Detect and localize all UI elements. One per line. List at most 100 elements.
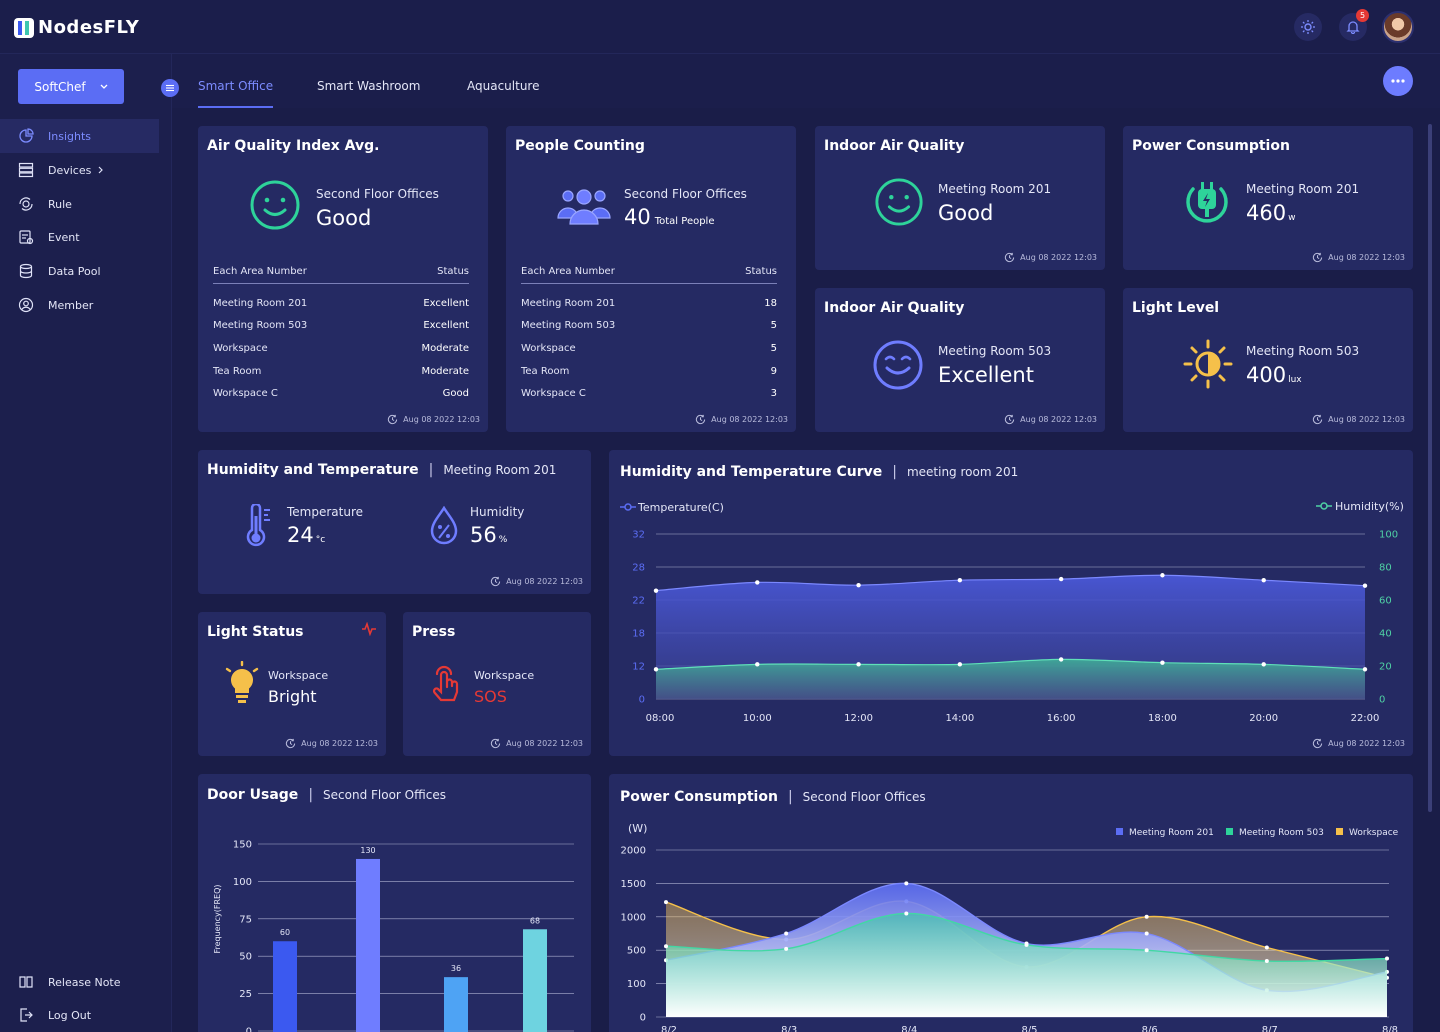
temperature-point [1058, 576, 1064, 582]
humidity-point [1362, 667, 1368, 672]
menu-collapse-icon[interactable] [161, 79, 179, 97]
brand-logo[interactable]: NodesFLY [14, 17, 139, 38]
legend-swatch [1226, 828, 1233, 835]
legend-temperature-label: Temperature(C) [637, 501, 724, 514]
x-tick-label: 8/6 [1142, 1025, 1158, 1032]
area-label: Meeting Room 201 [938, 182, 1052, 196]
legend-humidity-dot [1320, 502, 1328, 510]
timestamp: Aug 08 2022 12:03 [1004, 252, 1097, 263]
tab-smart-washroom[interactable]: Smart Washroom [317, 79, 421, 93]
power-point [784, 946, 789, 951]
x-tick-label: 10:00 [743, 713, 772, 724]
x-tick-label: 12:00 [844, 713, 873, 724]
chevron-down-icon [100, 84, 108, 89]
table-row: Meeting Room 201 18 [521, 297, 777, 309]
aqi-value: Good [316, 206, 372, 230]
temperature-point [1362, 583, 1368, 588]
tab-bar: Smart Office Smart Washroom Aquaculture [161, 54, 1440, 108]
tab-smart-office[interactable]: Smart Office [198, 79, 274, 108]
smile-face-icon [250, 180, 300, 230]
timestamp: Aug 08 2022 12:03 [1312, 252, 1405, 263]
sidebar-item-label: Devices [48, 163, 92, 177]
humidity-point [856, 662, 861, 667]
sidebar-item-devices[interactable]: Devices [0, 153, 159, 187]
area-label: Second Floor Offices [316, 187, 439, 201]
timestamp: Aug 08 2022 12:03 [490, 576, 583, 587]
people-group-icon [557, 189, 611, 225]
sidebar-item-label: Rule [48, 197, 72, 211]
power-point [664, 944, 668, 949]
press-hand-icon [432, 665, 459, 702]
page-scrollbar[interactable] [1428, 124, 1432, 812]
sidebar-item-data-pool[interactable]: Data Pool [0, 254, 159, 288]
y-axis-label: Frequency(FREQ) [213, 884, 222, 953]
card-title: Air Quality Index Avg. [207, 138, 380, 154]
x-tick-label: 14:00 [945, 713, 974, 724]
legend-temperature-dot [624, 503, 632, 511]
sidebar-item-event[interactable]: Event [0, 220, 159, 254]
x-tick-label: 8/8 [1382, 1025, 1398, 1032]
x-tick-label: 8/2 [661, 1025, 677, 1032]
y-tick-label: 0 [246, 1027, 252, 1032]
card-indoor-air-quality-201: Indoor Air Quality Meeting Room 201 Good… [815, 126, 1105, 270]
thermometer-icon [246, 504, 270, 547]
humidity-value: 56% [470, 523, 508, 547]
y-tick-label: 2000 [621, 846, 646, 857]
y-left-tick-label: 0 [639, 695, 645, 706]
legend-humidity-label: Humidity(%) [1335, 500, 1404, 513]
bar-value-label: 68 [530, 916, 540, 925]
bell-icon [1346, 21, 1360, 34]
humidity-point [957, 662, 963, 667]
area-label: Meeting Room 201 [1246, 182, 1360, 196]
area-label: Second Floor Offices [624, 187, 747, 201]
sidebar-item-log-out[interactable]: Log Out [0, 998, 159, 1032]
laughing-face-icon [873, 340, 923, 390]
power-area-1 [666, 913, 1387, 1017]
card-power-consumption-201: Power Consumption Meeting Room 201 460 w … [1123, 126, 1413, 270]
tab-aquaculture[interactable]: Aquaculture [467, 79, 540, 93]
card-humidity-temperature: Humidity and Temperature | Meeting Room 20… [198, 450, 591, 594]
refresh-clock-icon [491, 576, 501, 587]
temperature-point [1261, 578, 1266, 583]
theme-toggle-button[interactable] [1294, 13, 1322, 41]
table-row: Workspace C Good [213, 388, 469, 400]
y-tick-label: 100 [627, 979, 646, 990]
light-level-value: 400 lux [1246, 363, 1302, 387]
light-status-value: Bright [268, 687, 317, 706]
y-axis-unit-label: (W) [628, 822, 647, 835]
sidebar-item-label: Insights [48, 129, 92, 143]
people-count: 40 Total People [624, 205, 715, 229]
sidebar-item-rule[interactable]: Rule [0, 187, 159, 221]
chevron-right-icon [98, 166, 104, 174]
temperature-point [856, 582, 861, 588]
power-point [1385, 956, 1389, 961]
workspace-selector[interactable]: SoftChef [18, 69, 124, 104]
refresh-clock-icon [696, 414, 706, 425]
card-title: Indoor Air Quality [824, 300, 965, 316]
table-row: Tea Room Moderate [213, 365, 469, 377]
table-row: Meeting Room 201 Excellent [213, 297, 469, 309]
card-humidity-temperature-curve: Humidity and Temperature Curve | meeting r… [609, 450, 1413, 756]
air-quality-value: Excellent [938, 363, 1034, 387]
sidebar: SoftChef Insights Devices Rule Event Dat… [0, 54, 172, 1032]
card-title: Humidity and Temperature Curve | meeting r… [620, 464, 1019, 480]
power-plug-icon [1186, 182, 1228, 223]
card-title: People Counting [515, 138, 645, 154]
refresh-clock-icon [1005, 414, 1015, 425]
sidebar-item-insights[interactable]: Insights [0, 119, 159, 153]
refresh-clock-icon [1313, 414, 1323, 425]
sidebar-item-member[interactable]: Member [0, 288, 159, 322]
table-header: Each Area Number Status [213, 266, 469, 284]
table-row: Workspace Moderate [213, 342, 469, 354]
sidebar-item-release-note[interactable]: Release Note [0, 965, 159, 999]
timestamp: Aug 08 2022 12:03 [1312, 738, 1405, 749]
notifications-button[interactable]: 5 [1339, 9, 1369, 41]
humidity-label: Humidity [470, 505, 525, 519]
x-tick-label: 22:00 [1351, 713, 1380, 724]
bar-value-label: 36 [451, 964, 461, 973]
database-icon [19, 263, 33, 279]
user-avatar[interactable] [1382, 11, 1414, 43]
card-door-usage: Door Usage | Second Floor Offices 150 100 75… [198, 774, 591, 1032]
more-options-button[interactable] [1383, 66, 1413, 96]
